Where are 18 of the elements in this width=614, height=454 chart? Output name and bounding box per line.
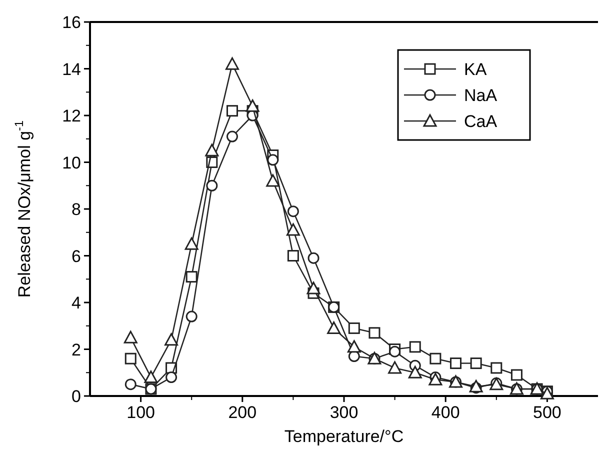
y-tick-label: 6 <box>72 246 81 266</box>
y-tick-label: 4 <box>72 294 81 312</box>
x-tick-label: 100 <box>126 403 155 422</box>
x-tick-label: 300 <box>330 403 358 422</box>
x-tick-label: 400 <box>431 403 460 422</box>
y-tick-label: 14 <box>62 60 81 79</box>
y-tick-label: 12 <box>62 106 81 126</box>
x-tick-label: 500 <box>533 403 562 422</box>
y-tick-label: 8 <box>72 200 81 219</box>
x-tick-label: 200 <box>228 403 257 422</box>
legend-label: KA <box>464 60 488 79</box>
y-tick-label: 2 <box>72 340 81 360</box>
x-axis-title: Temperature/°C <box>284 427 404 446</box>
legend-label: CaA <box>464 112 498 131</box>
legend-label: NaA <box>464 86 498 105</box>
y-tick-label: 16 <box>62 13 81 32</box>
y-tick-label: 10 <box>62 153 81 172</box>
y-tick-label: 0 <box>72 387 81 406</box>
